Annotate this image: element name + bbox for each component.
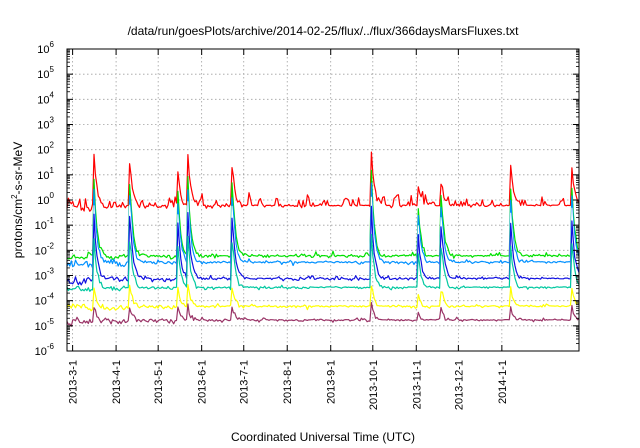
x-tick-label: 2013-4-1 xyxy=(111,360,123,404)
flux-series-line xyxy=(66,196,580,275)
x-tick-label: 2013-10-1 xyxy=(368,360,380,410)
flux-series-line xyxy=(66,233,580,292)
y-tick-base: 10 xyxy=(35,321,47,333)
x-tick-label: 2014-1-1 xyxy=(497,360,509,404)
y-tick-label: 101 xyxy=(37,166,54,182)
y-tick-base: 10 xyxy=(35,245,47,257)
y-tick-exponent: -3 xyxy=(47,267,55,276)
y-tick-exponent: -4 xyxy=(47,292,55,301)
y-tick-label: 102 xyxy=(37,141,54,157)
x-tick-label: 2013-3-1 xyxy=(68,360,80,404)
y-tick-label: 10-2 xyxy=(35,241,55,257)
flux-series-line xyxy=(66,302,580,327)
y-tick-base: 10 xyxy=(35,271,47,283)
y-axis-label-tail: -s-sr-MeV xyxy=(11,142,25,195)
y-tick-exponent: 2 xyxy=(50,141,55,150)
y-tick-base: 10 xyxy=(37,94,49,106)
y-tick-exponent: 0 xyxy=(50,191,55,200)
y-tick-base: 10 xyxy=(35,346,47,358)
flux-series-line xyxy=(66,151,580,212)
y-tick-label: 106 xyxy=(37,40,54,56)
y-tick-label: 10-3 xyxy=(35,267,55,283)
y-tick-label: 10-1 xyxy=(35,216,55,232)
axis-ticks xyxy=(67,48,579,352)
y-tick-base: 10 xyxy=(37,120,49,132)
chart-title: /data/run/goesPlots/archive/2014-02-25/f… xyxy=(128,24,520,38)
y-tick-exponent: 1 xyxy=(50,166,55,175)
y-tick-base: 10 xyxy=(37,145,49,157)
y-tick-base: 10 xyxy=(37,44,49,56)
y-axis-label: protons/cm2-s-sr-MeV xyxy=(10,142,25,258)
y-tick-exponent: -6 xyxy=(47,342,55,351)
y-tick-label: 100 xyxy=(37,191,54,207)
x-tick-label: 2013-12-1 xyxy=(453,360,465,410)
y-tick-exponent: 6 xyxy=(50,40,55,49)
x-tick-label: 2013-11-1 xyxy=(411,360,423,409)
y-tick-label: 105 xyxy=(37,65,54,81)
y-tick-exponent: -2 xyxy=(47,241,55,250)
x-tick-label: 2013-5-1 xyxy=(153,360,165,404)
flux-series-line xyxy=(66,182,580,269)
y-tick-base: 10 xyxy=(37,195,49,207)
y-axis-label-sup: 2 xyxy=(10,194,19,199)
x-axis-label: Coordinated Universal Time (UTC) xyxy=(231,430,415,444)
y-tick-base: 10 xyxy=(37,69,49,81)
y-tick-base: 10 xyxy=(35,220,47,232)
y-tick-label: 104 xyxy=(37,90,54,106)
y-tick-exponent: 4 xyxy=(50,90,55,99)
x-tick-labels: 2013-3-1 2013-4-1 2013-5-1 2013-6-1 2013-7-1… xyxy=(68,360,509,410)
y-tick-label: 103 xyxy=(37,116,54,132)
y-tick-label: 10-4 xyxy=(35,292,55,308)
y-tick-labels: 10-610-510-410-310-210-11001011021031041… xyxy=(35,40,55,358)
flux-series-line xyxy=(66,284,580,312)
y-tick-base: 10 xyxy=(37,170,49,182)
flux-series-line xyxy=(66,169,580,260)
y-tick-label: 10-6 xyxy=(35,342,55,358)
grid-lines xyxy=(67,49,579,351)
y-tick-label: 10-5 xyxy=(35,317,55,333)
flux-series-line xyxy=(66,205,580,286)
x-tick-label: 2013-7-1 xyxy=(239,360,251,404)
x-tick-label: 2013-6-1 xyxy=(197,360,209,404)
y-tick-exponent: 5 xyxy=(50,65,55,74)
y-tick-exponent: 3 xyxy=(50,116,55,125)
y-axis-label-main: protons/cm xyxy=(11,199,25,258)
x-tick-label: 2013-8-1 xyxy=(282,360,294,404)
series-lines xyxy=(66,151,580,327)
y-tick-exponent: -5 xyxy=(47,317,55,326)
y-tick-exponent: -1 xyxy=(47,216,55,225)
x-tick-label: 2013-9-1 xyxy=(326,360,338,404)
y-tick-base: 10 xyxy=(35,296,47,308)
